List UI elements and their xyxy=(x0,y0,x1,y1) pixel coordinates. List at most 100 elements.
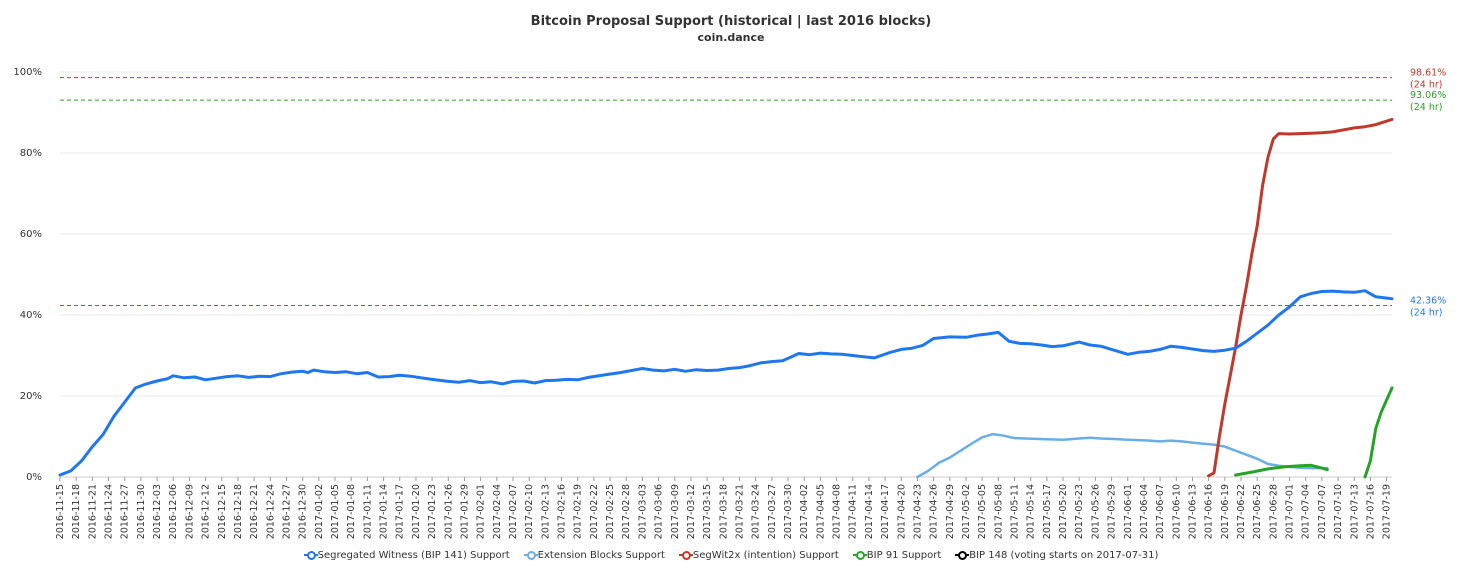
x-tick-label: 2017-04-02 xyxy=(799,484,810,539)
legend-item[interactable]: Extension Blocks Support xyxy=(523,550,665,561)
y-tick-label: 60% xyxy=(20,229,42,240)
chart-title: Bitcoin Proposal Support (historical | l… xyxy=(530,14,932,29)
x-tick-label: 2017-04-11 xyxy=(848,484,859,539)
x-tick-label: 2017-02-01 xyxy=(476,484,487,539)
x-axis: 2016-11-15 2016-11-18 2016-11-21 2016-11-24… xyxy=(55,477,1393,539)
legend-marker-icon xyxy=(852,550,867,560)
x-tick-label: 2017-01-20 xyxy=(411,484,422,539)
x-tick-label: 2017-07-07 xyxy=(1317,484,1328,539)
y-tick-label: 80% xyxy=(20,148,42,159)
legend-item[interactable]: BIP 91 Support xyxy=(852,550,942,561)
x-tick-label: 2016-11-24 xyxy=(104,484,115,539)
x-tick-label: 2017-02-04 xyxy=(492,484,503,539)
x-tick-label: 2016-11-18 xyxy=(71,484,82,539)
x-tick-label: 2017-07-13 xyxy=(1349,484,1360,539)
legend-marker-icon xyxy=(678,550,693,560)
x-tick-label: 2017-06-07 xyxy=(1155,484,1166,539)
reference-label: 93.06% xyxy=(1410,90,1446,101)
x-tick-label: 2016-11-15 xyxy=(55,484,66,539)
x-tick-label: 2017-07-04 xyxy=(1301,484,1312,539)
x-tick-label: 2017-07-10 xyxy=(1333,484,1344,539)
x-tick-label: 2017-05-23 xyxy=(1074,484,1085,539)
x-tick-label: 2017-04-05 xyxy=(815,484,826,539)
x-tick-label: 2017-06-01 xyxy=(1123,484,1134,539)
reference-label: 42.36% xyxy=(1410,295,1446,306)
x-tick-label: 2017-01-26 xyxy=(443,484,454,539)
x-tick-label: 2017-03-18 xyxy=(718,484,729,539)
legend-item[interactable]: Segregated Witness (BIP 141) Support xyxy=(303,550,510,561)
series-line xyxy=(58,289,1394,477)
legend-marker-icon xyxy=(523,550,538,560)
x-tick-label: 2016-12-12 xyxy=(201,484,212,539)
x-tick-label: 2017-03-21 xyxy=(734,484,745,539)
x-tick-label: 2017-02-16 xyxy=(557,484,568,539)
x-tick-label: 2016-12-03 xyxy=(152,484,163,539)
x-tick-label: 2017-06-16 xyxy=(1204,484,1215,539)
reference-label: 98.61% xyxy=(1410,68,1446,79)
x-tick-label: 2017-02-25 xyxy=(605,484,616,539)
x-tick-label: 2017-07-01 xyxy=(1285,484,1296,539)
x-tick-label: 2016-12-09 xyxy=(184,484,195,539)
x-tick-label: 2017-03-27 xyxy=(767,484,778,539)
x-tick-label: 2017-02-13 xyxy=(540,484,551,539)
y-tick-label: 100% xyxy=(13,67,42,78)
x-tick-label: 2017-06-25 xyxy=(1252,484,1263,539)
x-tick-label: 2017-01-02 xyxy=(314,484,325,539)
x-tick-label: 2017-02-19 xyxy=(573,484,584,539)
x-tick-label: 2017-02-22 xyxy=(589,484,600,539)
x-tick-label: 2017-06-19 xyxy=(1220,484,1231,539)
x-tick-label: 2017-05-11 xyxy=(1010,484,1021,539)
x-tick-label: 2017-04-17 xyxy=(880,484,891,539)
x-tick-label: 2017-03-12 xyxy=(686,484,697,539)
reference-sublabel: (24 hr) xyxy=(1410,102,1442,113)
x-tick-label: 2017-04-26 xyxy=(929,484,940,539)
reference-sublabel: (24 hr) xyxy=(1410,307,1442,318)
legend-label: BIP 148 (voting starts on 2017-07-31) xyxy=(969,550,1159,561)
x-tick-label: 2016-12-30 xyxy=(298,484,309,539)
x-tick-label: 2017-05-08 xyxy=(993,484,1004,539)
y-tick-label: 20% xyxy=(20,391,42,402)
reference-labels: 98.61%(24 hr)93.06%(24 hr)42.36%(24 hr) xyxy=(1410,68,1446,319)
x-tick-label: 2017-06-22 xyxy=(1236,484,1247,539)
x-tick-label: 2017-01-17 xyxy=(395,484,406,539)
x-tick-label: 2017-02-07 xyxy=(508,484,519,539)
reference-lines xyxy=(60,77,1392,306)
legend-label: Extension Blocks Support xyxy=(537,550,665,561)
x-tick-label: 2016-12-15 xyxy=(217,484,228,539)
legend-label: BIP 91 Support xyxy=(866,550,942,561)
x-tick-label: 2017-03-30 xyxy=(783,484,794,539)
series-layer xyxy=(58,117,1394,479)
chart-subtitle: coin.dance xyxy=(697,31,765,44)
x-tick-label: 2017-03-06 xyxy=(654,484,665,539)
series-line xyxy=(1363,386,1394,479)
x-tick-label: 2017-03-09 xyxy=(670,484,681,539)
x-tick-label: 2017-05-05 xyxy=(977,484,988,539)
legend-label: SegWit2x (intention) Support xyxy=(692,550,839,561)
grid-layer xyxy=(60,71,1392,478)
x-tick-label: 2017-04-08 xyxy=(832,484,843,539)
x-tick-label: 2017-02-10 xyxy=(524,484,535,539)
x-tick-label: 2016-12-06 xyxy=(168,484,179,539)
x-tick-label: 2016-11-21 xyxy=(87,484,98,539)
x-tick-label: 2017-06-13 xyxy=(1187,484,1198,539)
legend-item[interactable]: BIP 148 (voting starts on 2017-07-31) xyxy=(955,550,1158,561)
series-line xyxy=(1234,463,1329,477)
x-tick-label: 2016-11-30 xyxy=(136,484,147,539)
x-tick-label: 2017-01-08 xyxy=(346,484,357,539)
y-tick-label: 0% xyxy=(26,472,42,483)
legend-item[interactable]: SegWit2x (intention) Support xyxy=(678,550,839,561)
x-tick-label: 2016-12-27 xyxy=(281,484,292,539)
x-tick-label: 2017-04-29 xyxy=(945,484,956,539)
x-tick-label: 2016-12-21 xyxy=(249,484,260,539)
chart-legend: Segregated Witness (BIP 141) Support Exte… xyxy=(0,550,1462,561)
x-tick-label: 2017-01-29 xyxy=(459,484,470,539)
reference-sublabel: (24 hr) xyxy=(1410,80,1442,91)
x-tick-label: 2017-07-19 xyxy=(1382,484,1393,539)
x-tick-label: 2017-03-24 xyxy=(751,484,762,539)
x-tick-label: 2017-05-20 xyxy=(1058,484,1069,539)
x-tick-label: 2017-03-15 xyxy=(702,484,713,539)
x-tick-label: 2017-05-26 xyxy=(1090,484,1101,539)
series-line xyxy=(1207,117,1394,478)
x-tick-label: 2017-01-23 xyxy=(427,484,438,539)
legend-marker-icon xyxy=(955,550,970,560)
